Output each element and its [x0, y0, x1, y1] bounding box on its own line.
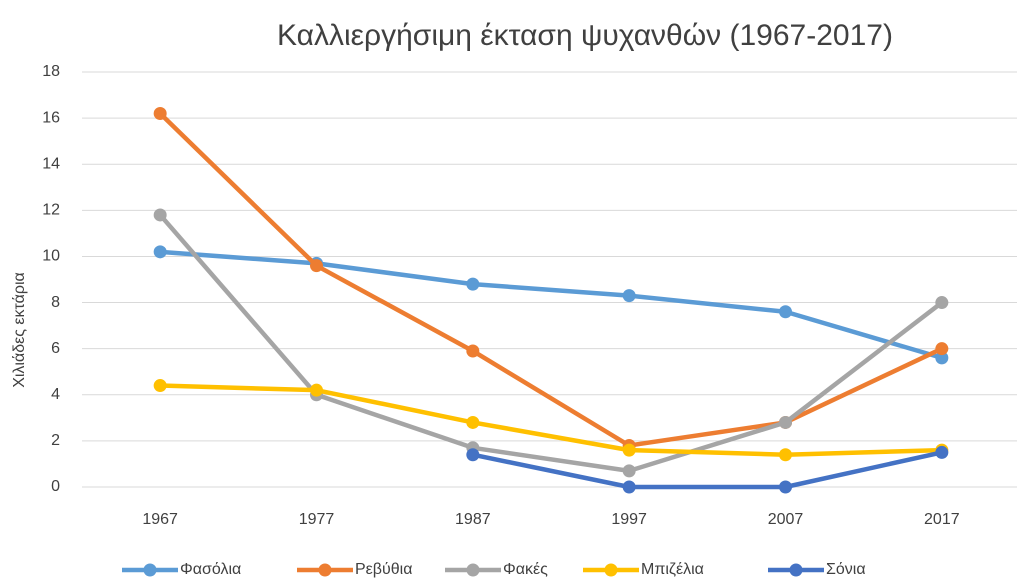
- data-point: [153, 379, 167, 393]
- data-point: [622, 464, 636, 478]
- y-tick-label: 10: [42, 248, 60, 265]
- series-line: [472, 450, 943, 490]
- legend-marker: [143, 563, 157, 577]
- y-tick-label: 14: [42, 155, 60, 172]
- data-point: [466, 415, 480, 429]
- data-point: [466, 277, 480, 291]
- legend-label: Σόνια: [826, 561, 866, 578]
- data-point: [622, 480, 636, 494]
- y-tick-label: 16: [42, 109, 60, 126]
- legend-label: Φακές: [503, 561, 548, 578]
- data-point: [622, 289, 636, 303]
- x-tick-label: 2007: [768, 511, 804, 528]
- x-tick-label: 1967: [142, 511, 178, 528]
- x-tick-label: 2017: [924, 511, 960, 528]
- series-line: [158, 213, 944, 474]
- data-point: [935, 342, 949, 356]
- y-axis-label: Χιλιάδες εκτάρια: [11, 272, 28, 388]
- data-point: [779, 480, 792, 494]
- legend-marker: [466, 563, 480, 577]
- x-tick-label: 1987: [455, 511, 491, 528]
- y-tick-label: 6: [51, 340, 60, 357]
- data-point: [153, 245, 167, 259]
- data-point: [310, 383, 323, 397]
- x-tick-label: 1997: [611, 511, 647, 528]
- x-tick-label: 1977: [299, 511, 335, 528]
- series-line: [158, 111, 943, 448]
- data-point: [153, 107, 167, 120]
- data-point: [935, 296, 949, 310]
- series-line: [160, 383, 942, 457]
- data-point: [779, 305, 792, 319]
- legend-label: Φασόλια: [180, 561, 241, 578]
- series-line: [160, 249, 943, 361]
- y-tick-label: 0: [51, 478, 60, 495]
- data-point: [466, 344, 480, 358]
- legend-label: Ρεβύθια: [355, 561, 412, 578]
- data-point: [935, 351, 949, 365]
- data-point: [622, 443, 636, 457]
- chart-title: Καλλιεργήσιμη έκταση ψυχανθών (1967-2017…: [277, 19, 893, 52]
- legend-marker: [604, 563, 618, 577]
- y-tick-label: 2: [51, 432, 60, 449]
- legend-label: Μπιζέλια: [641, 561, 704, 578]
- data-point: [779, 415, 792, 429]
- legend-marker: [318, 563, 332, 577]
- y-tick-label: 12: [42, 202, 60, 219]
- data-point: [466, 448, 480, 462]
- data-point: [153, 208, 167, 222]
- data-point: [935, 445, 949, 459]
- y-tick-label: 18: [42, 63, 60, 80]
- legend-marker: [789, 563, 803, 577]
- data-point: [310, 259, 323, 273]
- y-tick-label: 8: [51, 294, 60, 311]
- y-tick-label: 4: [51, 386, 60, 403]
- data-point: [779, 448, 792, 462]
